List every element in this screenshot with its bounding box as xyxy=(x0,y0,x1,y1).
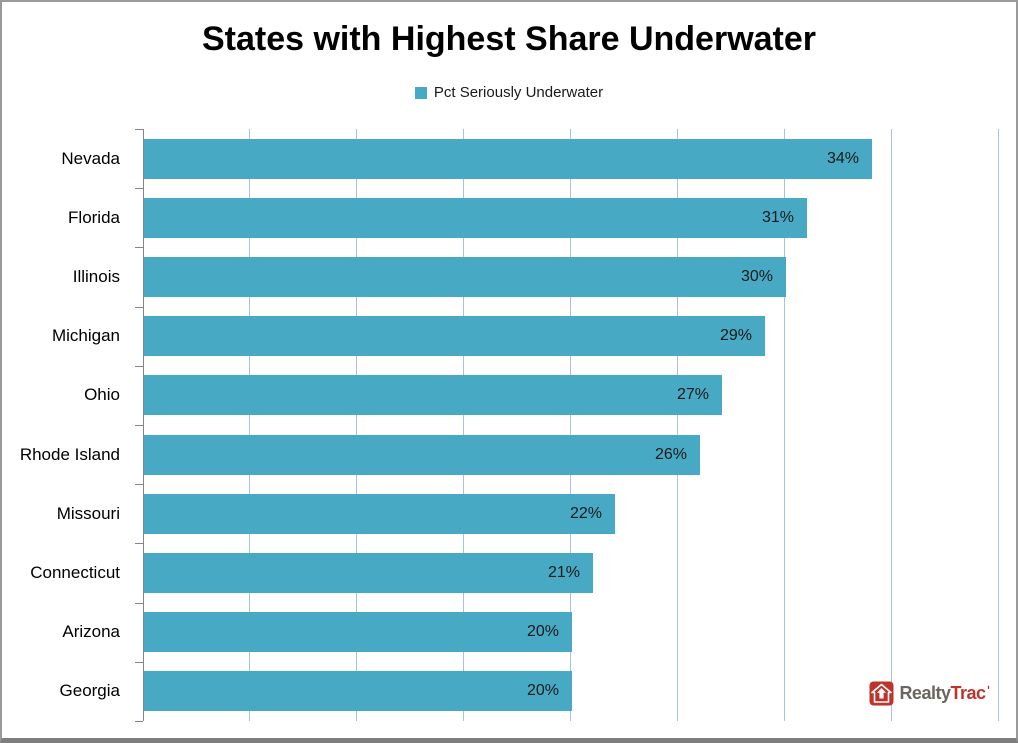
bar-nevada: 34% xyxy=(144,139,872,179)
category-axis-labels: Nevada Florida Illinois Michigan Ohio Rhode I… xyxy=(2,129,130,721)
y-axis-tick xyxy=(135,721,143,722)
logo-text-realty: Realty xyxy=(899,683,951,703)
bar-value-label: 21% xyxy=(547,564,580,581)
bar-value-label: 31% xyxy=(761,209,794,226)
realtytrac-logo: RealtyTracˈ xyxy=(869,681,991,706)
y-axis-tick xyxy=(135,543,143,544)
bar-illinois: 30% xyxy=(144,257,786,297)
gridline xyxy=(249,129,250,721)
bar-value-label: 26% xyxy=(654,446,687,463)
gridline xyxy=(356,129,357,721)
category-label-georgia: Georgia xyxy=(59,681,120,700)
bar-value-label: 27% xyxy=(676,386,709,403)
y-axis-tick xyxy=(135,247,143,248)
category-label-michigan: Michigan xyxy=(51,326,120,345)
bar-georgia: 20% xyxy=(144,671,572,711)
legend-label: Pct Seriously Underwater xyxy=(433,84,604,101)
bar-value-label: 34% xyxy=(826,150,859,167)
category-label-ohio: Ohio xyxy=(84,385,120,404)
bar-value-label: 22% xyxy=(569,505,602,522)
bar-value-label: 20% xyxy=(526,623,559,640)
logo-text: RealtyTracˈ xyxy=(899,683,991,704)
logo-trademark: ˈ xyxy=(985,683,992,703)
gridline xyxy=(463,129,464,721)
category-label-connecticut: Connecticut xyxy=(30,563,120,582)
bar-arizona: 20% xyxy=(144,612,572,652)
bar-connecticut: 21% xyxy=(144,553,593,593)
legend: Pct Seriously Underwater xyxy=(2,84,1016,101)
bar-missouri: 22% xyxy=(144,494,615,534)
gridline xyxy=(891,129,892,721)
bar-florida: 31% xyxy=(144,198,807,238)
bar-michigan: 29% xyxy=(144,316,765,356)
bar-value-label: 20% xyxy=(526,682,559,699)
y-axis-tick xyxy=(135,307,143,308)
category-label-nevada: Nevada xyxy=(61,149,120,168)
chart-title: States with Highest Share Underwater xyxy=(201,20,817,58)
y-axis-tick xyxy=(135,425,143,426)
gridline xyxy=(570,129,571,721)
gridline xyxy=(998,129,999,721)
legend-swatch-icon xyxy=(414,86,427,99)
gridline xyxy=(784,129,785,721)
bar-value-label: 30% xyxy=(740,268,773,285)
y-axis-tick xyxy=(135,484,143,485)
bar-rhode-island: 26% xyxy=(144,435,700,475)
y-axis-tick xyxy=(135,129,143,130)
category-label-illinois: Illinois xyxy=(72,267,120,286)
house-arrow-icon xyxy=(869,681,894,706)
category-label-florida: Florida xyxy=(68,208,120,227)
category-label-rhode-island: Rhode Island xyxy=(19,445,120,464)
bar-ohio: 27% xyxy=(144,375,722,415)
plot-area: 34% 31% 30% 29% 27% 26% 22% 21% 20% 20% xyxy=(135,129,999,722)
category-label-arizona: Arizona xyxy=(62,622,120,641)
logo-text-trac: Trac xyxy=(950,683,986,703)
y-axis-tick xyxy=(135,662,143,663)
y-axis-line xyxy=(135,129,144,722)
y-axis-tick xyxy=(135,188,143,189)
bar-value-label: 29% xyxy=(719,327,752,344)
y-axis-tick xyxy=(135,366,143,367)
gridline xyxy=(677,129,678,721)
category-label-missouri: Missouri xyxy=(56,504,120,523)
y-axis-tick xyxy=(135,603,143,604)
